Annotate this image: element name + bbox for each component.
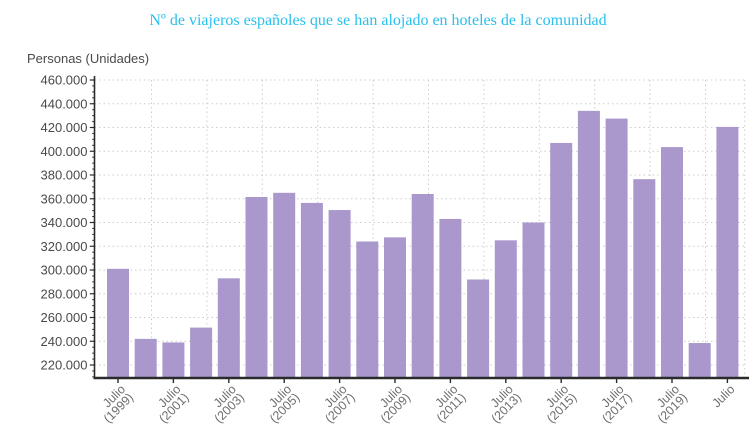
bar-julio-2006 [300, 202, 323, 378]
bar-julio-2004 [245, 196, 268, 378]
y-tick-label-12: 460.000 [41, 73, 88, 88]
y-tick-label-6: 340.000 [41, 215, 88, 230]
y-tick-label-11: 440.000 [41, 96, 88, 111]
bar-julio-2018 [633, 179, 656, 378]
bar-julio-2002 [190, 327, 213, 378]
y-tick-label-2: 260.000 [41, 310, 88, 325]
x-tick-label-4: Julio(2007) [314, 382, 358, 426]
x-tick-label-10: Julio(2019) [647, 382, 691, 426]
y-tick-label-5: 320.000 [41, 239, 88, 254]
bar-julio-2009 [384, 237, 406, 378]
bar-julio-2000 [134, 338, 157, 378]
y-tick-label-9: 400.000 [41, 144, 88, 159]
bar-julio-1999 [107, 268, 129, 378]
y-tick-label-10: 420.000 [41, 120, 88, 135]
bar-julio-2011 [439, 218, 462, 378]
bar-julio-2016 [577, 110, 600, 378]
x-tick-label-6: Julio(2011) [426, 382, 469, 425]
bar-julio-2021 [716, 126, 739, 378]
x-tick-label-9: Julio(2017) [591, 382, 635, 426]
x-tick-label-0: Julio(1999) [93, 382, 137, 426]
y-tick-label-4: 300.000 [41, 263, 88, 278]
bar-julio-2007 [328, 210, 351, 378]
bar-julio-2012 [467, 279, 490, 378]
bar-julio-2014 [522, 222, 545, 378]
x-tick-label-3: Julio(2005) [259, 382, 303, 426]
y-tick-label-8: 380.000 [41, 168, 88, 183]
bar-julio-2019 [661, 147, 683, 378]
x-tick-label-1: Julio(2001) [148, 382, 192, 426]
bar-julio-2005 [273, 192, 296, 378]
bar-julio-2015 [550, 142, 573, 378]
y-axis-title: Personas (Unidades) [27, 51, 150, 66]
y-tick-label-7: 360.000 [41, 191, 88, 206]
x-tick-label-2: Julio(2003) [203, 382, 247, 426]
bar-julio-2008 [356, 241, 379, 378]
bar-julio-2020 [688, 343, 711, 378]
bar-julio-2003 [217, 278, 240, 378]
bar-julio-2001 [162, 342, 185, 378]
x-tick-label-7: Julio(2013) [480, 382, 524, 426]
x-tick-label-11: Julio [709, 382, 737, 410]
chart-title: Nº de viajeros españoles que se han aloj… [149, 12, 607, 29]
x-tick-label-8: Julio(2015) [536, 382, 580, 426]
bar-julio-2017 [605, 118, 628, 378]
x-tick-label-5: Julio(2009) [370, 382, 414, 426]
y-tick-label-0: 220.000 [41, 358, 88, 373]
y-tick-label-3: 280.000 [41, 286, 88, 301]
bar-julio-2013 [494, 240, 517, 378]
y-tick-label-1: 240.000 [41, 334, 88, 349]
bar-julio-2010 [411, 194, 434, 378]
